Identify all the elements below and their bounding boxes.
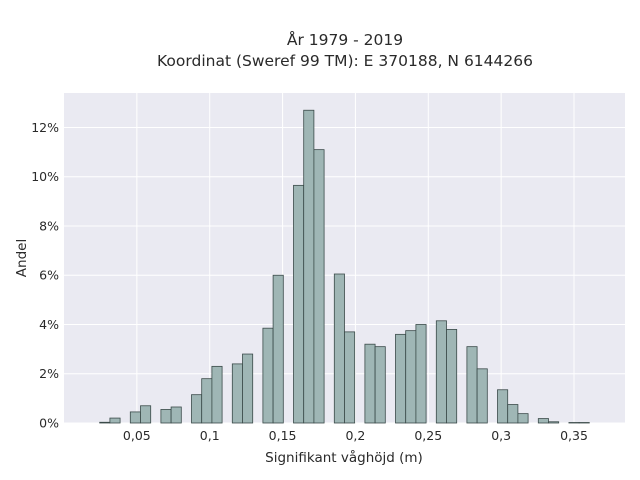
y-tick-label: 8% bbox=[39, 218, 59, 233]
histogram-bar bbox=[160, 409, 172, 424]
y-tick-labels: 0% 2% 4% 6% 8% 10% 12% bbox=[31, 120, 59, 431]
chart-title: År 1979 - 2019 bbox=[287, 30, 403, 49]
y-tick-label: 10% bbox=[31, 169, 59, 184]
histogram-bar bbox=[415, 324, 427, 424]
histogram-bar bbox=[497, 389, 509, 424]
histogram-bar bbox=[435, 320, 447, 424]
histogram-bar bbox=[231, 363, 243, 424]
x-tick-label: 0,35 bbox=[560, 428, 588, 443]
histogram-bar bbox=[211, 365, 223, 424]
histogram-bar bbox=[446, 329, 458, 424]
y-tick-label: 12% bbox=[31, 120, 59, 135]
histogram-bar bbox=[466, 346, 478, 424]
histogram-bar bbox=[242, 353, 254, 424]
y-tick-label: 0% bbox=[39, 416, 59, 431]
histogram-bar bbox=[99, 421, 111, 424]
x-tick-label: 0,1 bbox=[200, 428, 220, 443]
histogram-bar bbox=[262, 327, 274, 424]
x-tick-label: 0,15 bbox=[269, 428, 297, 443]
histogram-bar bbox=[537, 418, 549, 424]
histogram-bar bbox=[517, 413, 529, 424]
histogram-bar bbox=[395, 333, 407, 424]
histogram-bar bbox=[109, 417, 121, 424]
histogram-bar bbox=[313, 149, 325, 424]
histogram-bar bbox=[272, 274, 284, 424]
x-axis-label: Signifikant våghöjd (m) bbox=[265, 449, 423, 466]
histogram-bar bbox=[548, 421, 560, 424]
x-tick-label: 0,2 bbox=[345, 428, 365, 443]
y-tick-label: 6% bbox=[39, 268, 59, 283]
histogram-bar bbox=[476, 368, 488, 424]
x-gridlines bbox=[136, 93, 575, 423]
histogram-bar bbox=[293, 184, 305, 424]
x-tick-label: 0,25 bbox=[414, 428, 442, 443]
histogram-bar bbox=[344, 331, 356, 424]
histogram-bar bbox=[333, 273, 345, 424]
histogram-bar bbox=[170, 406, 182, 424]
histogram-bar bbox=[405, 330, 417, 424]
chart-subtitle: Koordinat (Sweref 99 TM): E 370188, N 61… bbox=[157, 52, 533, 70]
y-tick-label: 4% bbox=[39, 317, 59, 332]
y-axis-label: Andel bbox=[14, 239, 30, 277]
bars bbox=[99, 109, 590, 424]
x-tick-labels: 0,05 0,1 0,15 0,2 0,25 0,3 0,35 bbox=[123, 428, 588, 443]
x-tick-label: 0,3 bbox=[491, 428, 511, 443]
y-tick-label: 2% bbox=[39, 366, 59, 381]
histogram-bar bbox=[303, 109, 315, 424]
histogram-bar bbox=[374, 346, 386, 424]
histogram-bar bbox=[201, 378, 213, 424]
histogram-bar bbox=[129, 411, 141, 424]
histogram-bar bbox=[507, 404, 519, 424]
histogram-bar bbox=[140, 405, 152, 424]
histogram-bar bbox=[364, 343, 376, 424]
x-tick-label: 0,05 bbox=[123, 428, 151, 443]
histogram-bar bbox=[191, 394, 203, 424]
